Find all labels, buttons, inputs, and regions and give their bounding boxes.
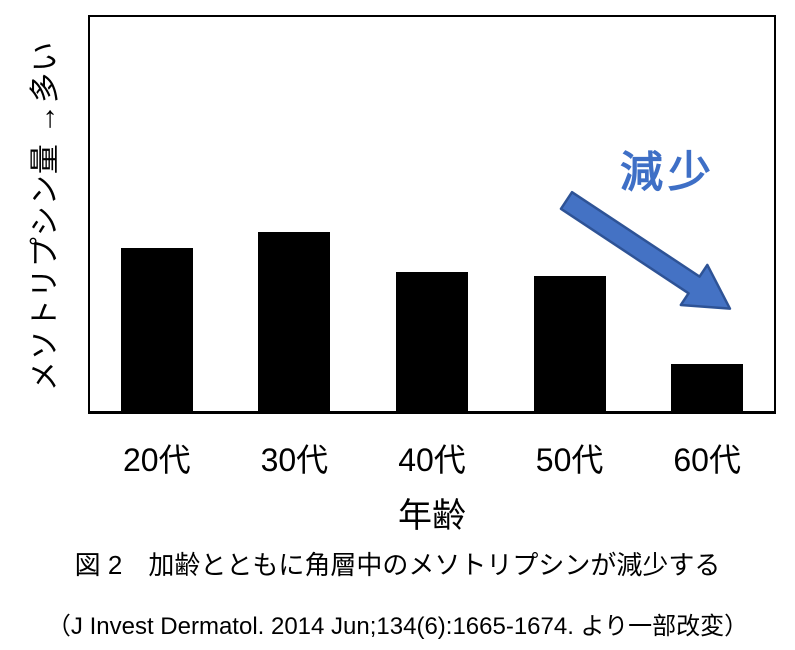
bar-50代 <box>533 276 606 412</box>
source-citation: （J Invest Dermatol. 2014 Jun;134(6):1665… <box>46 613 749 640</box>
bar-20代 <box>120 248 193 412</box>
bar-30代 <box>258 232 331 412</box>
x-tick-label-40代: 40代 <box>398 442 466 478</box>
x-tick-label-30代: 30代 <box>260 442 329 478</box>
x-tick-label-20代: 20代 <box>122 442 191 478</box>
x-tick-label-60代: 60代 <box>673 442 741 478</box>
decrease-annotation: 減少 <box>620 149 716 197</box>
x-tick-label-50代: 50代 <box>535 442 604 478</box>
y-axis-label: メソトリプシン量 →多い <box>29 40 62 392</box>
figure-caption: 図 2 加齢とともに角層中のメソトリプシンが減少する <box>74 550 721 580</box>
bar-40代 <box>396 272 468 412</box>
bar-60代 <box>671 364 744 412</box>
x-axis-title: 年齢 <box>398 497 466 535</box>
